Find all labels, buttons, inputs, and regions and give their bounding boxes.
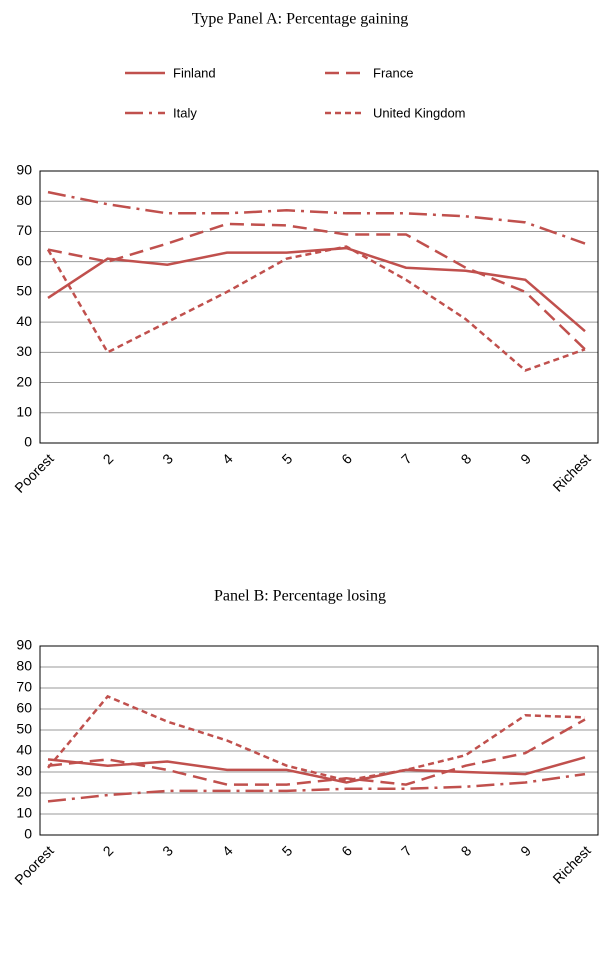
plot-frame bbox=[39, 645, 599, 836]
x-tick-label: Richest bbox=[549, 842, 593, 886]
series-line bbox=[47, 772, 586, 803]
legend-label: Finland bbox=[173, 65, 216, 80]
x-tick-label: 4 bbox=[219, 450, 236, 467]
y-tick-label: 10 bbox=[16, 805, 32, 821]
y-tick-label: 70 bbox=[16, 679, 32, 695]
x-tick-label: 3 bbox=[159, 450, 176, 467]
x-tick-label: 9 bbox=[517, 842, 534, 859]
x-tick-label: 5 bbox=[279, 450, 296, 467]
y-tick-label: 40 bbox=[16, 742, 32, 758]
series-line bbox=[47, 246, 586, 333]
x-tick-label: 7 bbox=[398, 842, 415, 859]
legend-label: United Kingdom bbox=[373, 105, 466, 120]
series-line bbox=[47, 718, 586, 786]
y-tick-label: 20 bbox=[16, 784, 32, 800]
y-tick-label: 60 bbox=[16, 700, 32, 716]
x-tick-label: 5 bbox=[279, 842, 296, 859]
y-tick-label: 40 bbox=[16, 313, 32, 329]
series-line bbox=[47, 190, 586, 245]
x-tick-label: Richest bbox=[549, 450, 593, 494]
y-tick-label: 0 bbox=[24, 434, 32, 450]
y-tick-label: 80 bbox=[16, 658, 32, 674]
legend-label: France bbox=[373, 65, 413, 80]
y-tick-label: 70 bbox=[16, 222, 32, 238]
legend-label: Italy bbox=[173, 105, 197, 120]
series-line bbox=[47, 694, 586, 782]
series-line bbox=[46, 245, 586, 372]
plot-frame bbox=[39, 170, 599, 444]
x-tick-label: 9 bbox=[517, 450, 534, 467]
chart-title: Panel B: Percentage losing bbox=[214, 588, 386, 605]
y-tick-label: 20 bbox=[16, 373, 32, 389]
y-tick-label: 10 bbox=[16, 403, 32, 419]
y-tick-label: 60 bbox=[16, 252, 32, 268]
y-tick-label: 90 bbox=[16, 162, 32, 178]
y-tick-label: 30 bbox=[16, 763, 32, 779]
x-tick-label: 3 bbox=[159, 842, 176, 859]
x-tick-label: 8 bbox=[458, 842, 475, 859]
y-tick-label: 50 bbox=[16, 283, 32, 299]
y-tick-label: 0 bbox=[24, 826, 32, 842]
x-tick-label: 2 bbox=[100, 842, 117, 859]
x-tick-label: 4 bbox=[219, 842, 236, 859]
x-tick-label: Poorest bbox=[11, 842, 57, 888]
y-tick-label: 80 bbox=[16, 192, 32, 208]
x-tick-label: 2 bbox=[100, 450, 117, 467]
series-line bbox=[47, 756, 586, 784]
x-tick-label: 6 bbox=[338, 842, 355, 859]
chart-title: Type Panel A: Percentage gaining bbox=[192, 11, 409, 28]
x-tick-label: 8 bbox=[458, 450, 475, 467]
x-tick-label: Poorest bbox=[11, 450, 57, 496]
series-line bbox=[47, 222, 586, 351]
x-tick-label: 6 bbox=[338, 450, 355, 467]
y-tick-label: 30 bbox=[16, 343, 32, 359]
y-tick-label: 50 bbox=[16, 721, 32, 737]
y-tick-label: 90 bbox=[16, 637, 32, 653]
x-tick-label: 7 bbox=[398, 450, 415, 467]
